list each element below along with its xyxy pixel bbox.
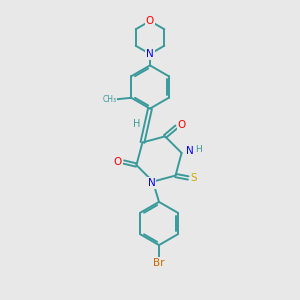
Text: N: N — [148, 178, 155, 188]
Text: S: S — [191, 173, 197, 183]
Text: CH₃: CH₃ — [103, 95, 117, 104]
Text: H: H — [133, 119, 140, 129]
Text: O: O — [178, 120, 186, 130]
Text: H: H — [195, 145, 202, 154]
Text: O: O — [146, 16, 154, 26]
Text: N: N — [186, 146, 194, 156]
Text: Br: Br — [153, 257, 165, 268]
Text: N: N — [146, 49, 154, 59]
Text: O: O — [114, 157, 122, 167]
